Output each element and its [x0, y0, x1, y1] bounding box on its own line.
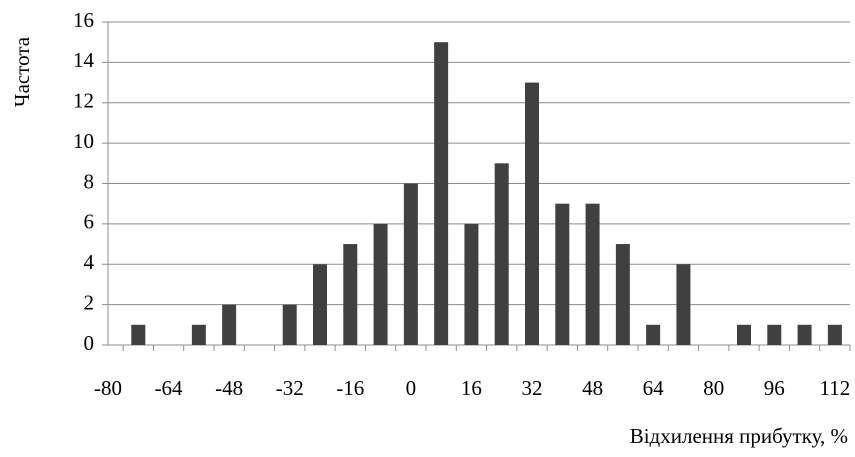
x-tick-label: 80	[703, 376, 724, 400]
bar	[434, 42, 449, 345]
x-tick-label: -48	[215, 376, 243, 400]
bar	[222, 304, 237, 345]
x-tick-label: 112	[819, 376, 850, 400]
bar	[525, 82, 539, 345]
x-tick-label: -16	[336, 376, 364, 400]
y-tick-label: 4	[84, 250, 95, 274]
x-axis-label: Відхилення прибутку, %	[630, 424, 848, 448]
x-tick-label: -80	[94, 376, 122, 400]
x-tick-label: -32	[276, 376, 304, 400]
bar	[343, 244, 358, 345]
bar	[737, 324, 751, 345]
y-tick-label: 14	[73, 48, 95, 72]
x-tick-label: 48	[582, 376, 603, 400]
bar	[767, 324, 782, 345]
bar	[464, 223, 479, 345]
y-tick-label: 6	[84, 210, 95, 234]
y-tick-label: 12	[73, 89, 94, 113]
bar	[131, 324, 146, 345]
bar	[373, 223, 388, 345]
bar	[585, 203, 600, 345]
bar	[555, 203, 570, 345]
y-axis-label: Частота	[10, 36, 34, 107]
y-tick-label: 16	[73, 8, 94, 32]
bar	[827, 324, 842, 345]
x-tick-label: 16	[461, 376, 482, 400]
x-tick-label: -64	[155, 376, 183, 400]
y-tick-label: 8	[84, 169, 95, 193]
bar	[615, 244, 630, 345]
bar	[191, 324, 206, 345]
x-tick-label: 32	[522, 376, 543, 400]
y-tick-label: 0	[84, 331, 95, 355]
bar	[282, 304, 297, 345]
bar	[494, 163, 509, 345]
bar	[676, 264, 691, 345]
bar	[403, 183, 418, 345]
x-tick-label: 96	[764, 376, 785, 400]
x-tick-label: 64	[643, 376, 665, 400]
y-tick-label: 2	[84, 290, 95, 314]
bar	[646, 324, 661, 345]
y-tick-label: 10	[73, 129, 94, 153]
x-tick-label: 0	[406, 376, 417, 400]
bar	[313, 264, 327, 345]
bar	[797, 324, 812, 345]
